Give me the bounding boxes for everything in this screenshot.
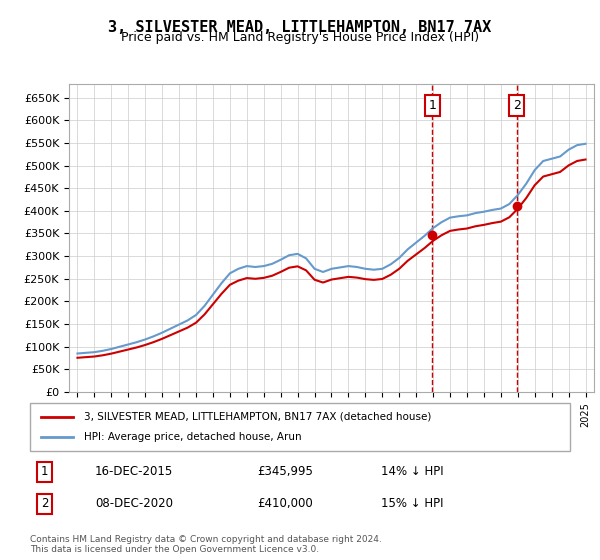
Text: 15% ↓ HPI: 15% ↓ HPI	[381, 497, 443, 510]
Text: £410,000: £410,000	[257, 497, 313, 510]
Text: Contains HM Land Registry data © Crown copyright and database right 2024.
This d: Contains HM Land Registry data © Crown c…	[30, 535, 382, 554]
Text: HPI: Average price, detached house, Arun: HPI: Average price, detached house, Arun	[84, 432, 302, 442]
Text: 1: 1	[41, 465, 48, 478]
Text: 3, SILVESTER MEAD, LITTLEHAMPTON, BN17 7AX: 3, SILVESTER MEAD, LITTLEHAMPTON, BN17 7…	[109, 20, 491, 35]
Text: 2: 2	[512, 99, 521, 112]
FancyBboxPatch shape	[30, 403, 570, 451]
Text: 2: 2	[41, 497, 48, 510]
Text: 3, SILVESTER MEAD, LITTLEHAMPTON, BN17 7AX (detached house): 3, SILVESTER MEAD, LITTLEHAMPTON, BN17 7…	[84, 412, 431, 422]
Text: 14% ↓ HPI: 14% ↓ HPI	[381, 465, 443, 478]
Text: Price paid vs. HM Land Registry's House Price Index (HPI): Price paid vs. HM Land Registry's House …	[121, 31, 479, 44]
Text: £345,995: £345,995	[257, 465, 313, 478]
Text: 1: 1	[428, 99, 436, 112]
Text: 16-DEC-2015: 16-DEC-2015	[95, 465, 173, 478]
Text: 08-DEC-2020: 08-DEC-2020	[95, 497, 173, 510]
